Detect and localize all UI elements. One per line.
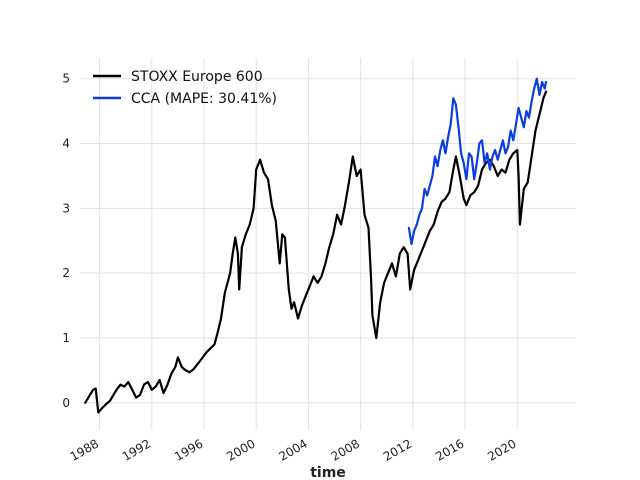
y-tick-label: 2	[62, 266, 70, 280]
x-tick-label: 1992	[120, 436, 153, 463]
series-line-stoxx	[84, 90, 548, 414]
x-tick-label: 2012	[381, 436, 414, 463]
x-tick-label: 2008	[329, 436, 362, 463]
x-tick-label: 1988	[68, 436, 101, 463]
x-tick-label: 2004	[276, 436, 309, 463]
x-tick-label: 2016	[433, 436, 466, 463]
x-tick-label: 2000	[224, 436, 257, 463]
legend-entry-label: STOXX Europe 600	[131, 69, 263, 85]
x-tick-label: 1996	[172, 436, 205, 463]
y-tick-label: 0	[62, 396, 70, 410]
x-axis-ticks: 1988 1992 1996 2000 2004 2008 2012 2016 2020	[68, 436, 519, 463]
y-axis-ticks: 0 1 2 3 4 5	[62, 72, 70, 410]
y-tick-label: 4	[62, 137, 70, 151]
legend: STOXX Europe 600 CCA (MAPE: 30.41%)	[93, 69, 277, 107]
y-tick-label: 1	[62, 331, 70, 345]
y-tick-label: 3	[62, 201, 70, 215]
grid-lines	[80, 58, 576, 430]
x-tick-label: 2020	[485, 436, 518, 463]
x-axis-label: time	[310, 465, 346, 480]
legend-entry-label: CCA (MAPE: 30.41%)	[131, 91, 277, 107]
series-line-cca	[407, 77, 548, 246]
series-layer	[84, 77, 548, 414]
y-tick-label: 5	[62, 72, 70, 86]
